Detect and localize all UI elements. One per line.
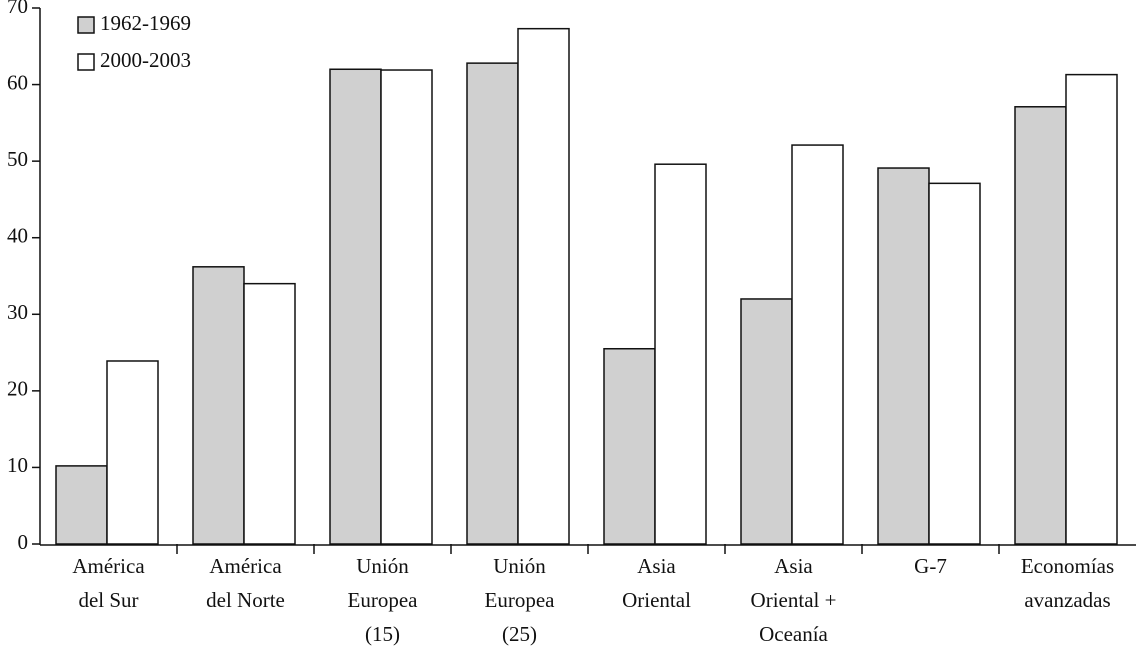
- x-tick-label: Asia: [774, 554, 813, 578]
- bar: [380, 69, 433, 545]
- bar: [1065, 73, 1118, 545]
- y-tick-label: 50: [7, 147, 28, 171]
- x-tick-label: (15): [365, 622, 400, 646]
- x-tick-label: Oceanía: [759, 622, 828, 646]
- x-tick-label: del Sur: [78, 588, 138, 612]
- bar: [1014, 106, 1067, 545]
- x-tick-label: Europea: [485, 588, 556, 612]
- y-tick-label: 40: [7, 224, 28, 248]
- legend-swatch: [77, 53, 95, 71]
- y-tick-label: 30: [7, 300, 28, 324]
- bar: [654, 163, 707, 545]
- y-tick-label: 70: [7, 0, 28, 18]
- bar: [877, 167, 930, 545]
- bar: [603, 347, 656, 545]
- bar: [791, 144, 844, 545]
- y-tick-label: 0: [18, 530, 29, 554]
- x-tick-label: (25): [502, 622, 537, 646]
- x-tick-label: Oriental: [622, 588, 691, 612]
- legend-label: 1962-1969: [100, 11, 191, 35]
- bar: [329, 68, 382, 545]
- x-tick-label: Unión: [356, 554, 409, 578]
- legend-swatch: [77, 16, 95, 34]
- x-tick-label: G-7: [914, 554, 947, 578]
- x-tick-label: avanzadas: [1024, 588, 1110, 612]
- bar: [740, 298, 793, 545]
- bar: [466, 62, 519, 545]
- x-tick-label: Asia: [637, 554, 676, 578]
- y-tick-label: 10: [7, 453, 28, 477]
- legend-label: 2000-2003: [100, 48, 191, 72]
- bar: [517, 27, 570, 545]
- x-tick-label: Europea: [348, 588, 419, 612]
- bar: [243, 282, 296, 545]
- bar: [192, 266, 245, 545]
- x-tick-label: Economías: [1021, 554, 1114, 578]
- bar: [106, 360, 159, 545]
- x-tick-label: Oriental +: [751, 588, 837, 612]
- bar: [55, 465, 108, 545]
- y-tick-label: 60: [7, 70, 28, 94]
- x-tick-label: América: [72, 554, 145, 578]
- bar: [928, 182, 981, 545]
- x-tick-label: Unión: [493, 554, 546, 578]
- x-tick-label: América: [209, 554, 282, 578]
- x-tick-label: del Norte: [206, 588, 285, 612]
- y-tick-label: 20: [7, 377, 28, 401]
